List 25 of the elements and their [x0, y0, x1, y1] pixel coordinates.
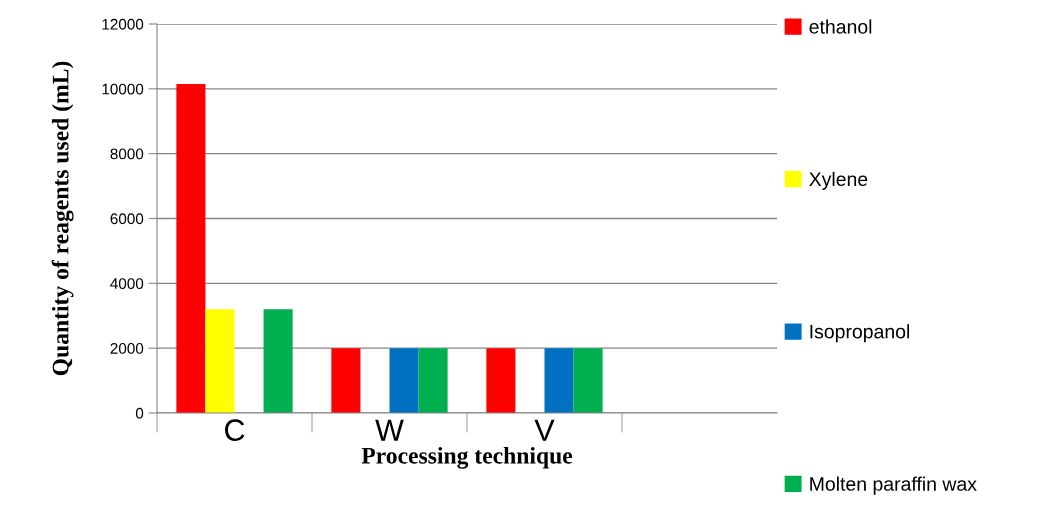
y-tick-label: 12000: [102, 18, 144, 30]
legend-label: ethanol: [809, 19, 872, 34]
bar: [418, 348, 448, 413]
bar: [331, 348, 361, 413]
legend-label: Isopropanol: [810, 324, 910, 343]
bar: [205, 309, 235, 413]
bar: [544, 348, 574, 413]
x-tick-label: V: [534, 419, 555, 441]
y-axis-title: Quantity of reagents used (mL): [51, 61, 74, 376]
bar: [389, 348, 419, 413]
y-tick-label: 4000: [110, 278, 144, 290]
y-tick-label: 0: [135, 407, 144, 419]
bar: [176, 83, 206, 413]
bar: [573, 348, 603, 413]
x-axis-title: Processing technique: [361, 447, 573, 469]
bar: [263, 309, 293, 413]
x-tick-label: W: [375, 419, 404, 441]
legend-label: Molten paraffin wax: [810, 476, 977, 495]
bar: [486, 348, 516, 413]
x-tick-label: C: [225, 419, 245, 441]
y-tick-label: 6000: [110, 213, 144, 225]
y-tick-label: 2000: [110, 343, 144, 354]
y-tick-label: 8000: [110, 148, 144, 160]
legend-label: Xylene: [809, 171, 868, 190]
y-tick-label: 10000: [102, 83, 144, 95]
